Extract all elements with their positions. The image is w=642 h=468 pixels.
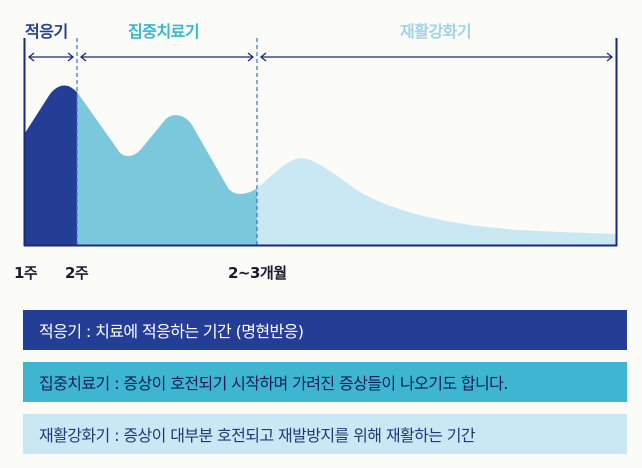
- treatment-phase-diagram: [23, 38, 618, 247]
- intensive-span-arrow: [79, 52, 255, 62]
- legend-intensive: 집중치료기 : 증상이 호전되기 시작하며 가려진 증상들이 나오기도 합니다.: [23, 362, 627, 402]
- phase-label-adaptation: 적응기: [25, 22, 68, 41]
- adaptation-area: [25, 85, 77, 245]
- phase-label-rehab: 재활강화기: [400, 22, 472, 41]
- legend-rehab-text: 재활강화기 : 증상이 대부분 호전되고 재발방지를 위해 재활하는 기간: [39, 426, 476, 445]
- tick-label-1-week: 1주: [14, 264, 38, 282]
- phase-label-intensive: 집중치료기: [128, 22, 200, 41]
- legend-adaptation-text: 적응기 : 치료에 적응하는 기간 (명현반응): [39, 322, 304, 341]
- adaptation-span-arrow: [27, 52, 75, 62]
- legend-adaptation: 적응기 : 치료에 적응하는 기간 (명현반응): [23, 310, 627, 350]
- tick-label-2-weeks: 2주: [65, 264, 89, 282]
- rehab-area: [255, 158, 616, 245]
- rehab-span-arrow: [259, 52, 614, 62]
- tick-label-2-3-months: 2~3개월: [228, 264, 287, 282]
- legend-intensive-text: 집중치료기 : 증상이 호전되기 시작하며 가려진 증상들이 나오기도 합니다.: [39, 374, 508, 393]
- intensive-area: [77, 92, 257, 245]
- legend-rehab: 재활강화기 : 증상이 대부분 호전되고 재발방지를 위해 재활하는 기간: [23, 414, 627, 454]
